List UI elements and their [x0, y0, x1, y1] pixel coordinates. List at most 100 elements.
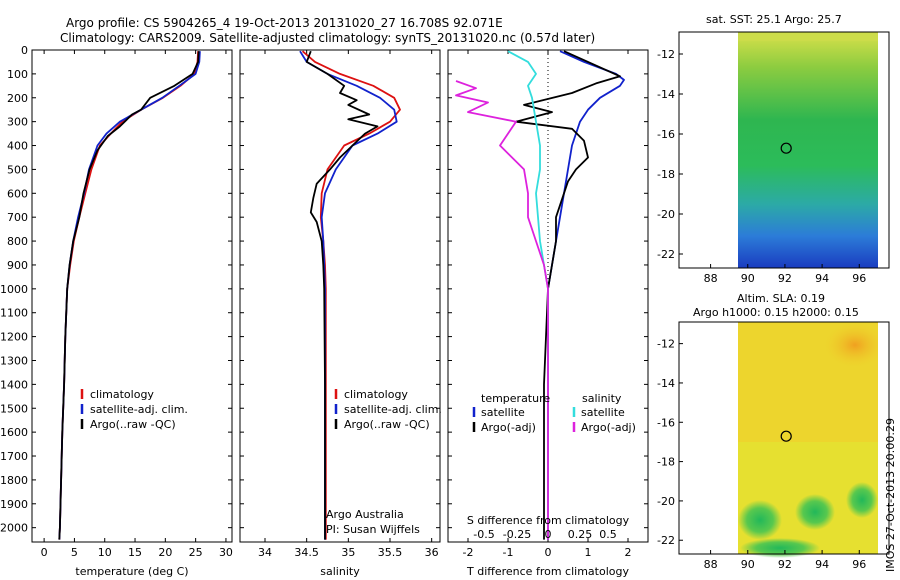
sla-map-title: Altim. SLA: 0.19	[737, 292, 825, 305]
y-tick-label: 1300	[0, 354, 28, 367]
sla-low-patch	[795, 494, 835, 530]
x-tick-label: 10	[98, 546, 112, 559]
x-tick-label: 25	[189, 546, 203, 559]
y-tick-label: 400	[7, 140, 28, 153]
map-y-tick-label: -12	[657, 48, 675, 61]
series-line	[455, 80, 549, 540]
sst-map-panel: sat. SST: 25.1 Argo: 25.7 88 90 92 94 96 -12 -…	[657, 13, 890, 285]
legend-label: satellite-adj. clim.	[344, 403, 442, 416]
y-tick-label: 0	[21, 44, 28, 57]
map-x-tick-label: 92	[778, 272, 792, 285]
x-tick-label: 2	[625, 546, 632, 559]
legend-label: Argo(-adj)	[481, 421, 536, 434]
y-tick-label: 600	[7, 187, 28, 200]
sla-low-patch	[846, 482, 878, 518]
annotation-text: Argo Australia	[326, 508, 404, 521]
plot-area	[240, 50, 440, 542]
series-line	[58, 51, 200, 540]
sst-map-frame	[678, 31, 890, 269]
salinity-panel: 34 34.5 35 35.5 36 salinity climatology satelli…	[239, 49, 442, 578]
x-axis-label: salinity	[320, 565, 360, 578]
map-y-tick-label: -14	[657, 88, 675, 101]
x-tick-label-top: 0	[545, 528, 552, 541]
map-y-tick-label: -12	[657, 338, 675, 351]
legend-label: satellite	[481, 406, 525, 419]
y-tick-label: 1900	[0, 498, 28, 511]
x-tick-label-top: -0.25	[503, 528, 531, 541]
map-y-tick-label: -22	[657, 248, 675, 261]
y-tick-label: 1400	[0, 378, 28, 391]
y-tick-label: 200	[7, 92, 28, 105]
plot-area	[32, 50, 232, 542]
x-tick-label-top: 0.5	[599, 528, 617, 541]
map-x-tick-label: 92	[778, 558, 792, 571]
legend-label: Argo(..raw -QC)	[90, 418, 176, 431]
sla-map-frame	[678, 321, 890, 555]
sst-map-ticks: 88 90 92 94 96 -12 -14 -16 -18 -20 -22	[657, 48, 866, 285]
x-tick-label: -2	[463, 546, 474, 559]
y-tick-label: 100	[7, 68, 28, 81]
legend-title-salinity: salinity	[582, 392, 622, 405]
temperature-panel: 0 5 10 15 20 25 300100200300400500600700800900…	[0, 44, 233, 578]
x-tick-label: 0	[545, 546, 552, 559]
y-tick-label: 1500	[0, 402, 28, 415]
map-x-tick-label: 96	[852, 558, 866, 571]
y-tick-label: 1700	[0, 450, 28, 463]
y-tick-label: 500	[7, 163, 28, 176]
x-tick-label: 20	[158, 546, 172, 559]
legend-title-temperature: temperature	[481, 392, 550, 405]
y-tick-label: 1000	[0, 283, 28, 296]
plot-frame	[447, 49, 649, 543]
x-axis-label: temperature (deg C)	[75, 565, 188, 578]
x-tick-label-top: -0.5	[473, 528, 494, 541]
map-y-tick-label: -16	[657, 128, 675, 141]
legend-label: Argo(-adj)	[581, 421, 636, 434]
y-tick-label: 1200	[0, 331, 28, 344]
map-x-tick-label: 90	[741, 272, 755, 285]
figure-title-line1: Argo profile: CS 5904265_4 19-Oct-2013 2…	[66, 16, 503, 30]
x-tick-label: 35.5	[378, 546, 403, 559]
sla-low-patch	[738, 500, 782, 540]
x-tick-label: 34.5	[294, 546, 319, 559]
map-y-tick-label: -18	[657, 456, 675, 469]
map-x-tick-label: 96	[852, 272, 866, 285]
legend-label: satellite-adj. clim.	[90, 403, 188, 416]
difference-panel: -2 -1 0 1 2 T difference from climatology temp…	[447, 49, 649, 578]
x-tick-label: 35	[341, 546, 355, 559]
y-tick-label: 1100	[0, 307, 28, 320]
map-x-tick-label: 88	[704, 558, 718, 571]
map-x-tick-label: 94	[815, 558, 829, 571]
map-y-tick-label: -20	[657, 208, 675, 221]
x-tick-label: 5	[71, 546, 78, 559]
map-y-tick-label: -18	[657, 168, 675, 181]
series-line	[305, 50, 379, 540]
x-tick-label: 0	[41, 546, 48, 559]
map-x-tick-label: 94	[815, 272, 829, 285]
legend-label: climatology	[90, 388, 154, 401]
x-tick-label: 36	[425, 546, 439, 559]
y-tick-label: 1800	[0, 474, 28, 487]
sla-map-subtitle: Argo h1000: 0.15 h2000: 0.15	[693, 306, 859, 319]
plot-frame	[31, 49, 233, 543]
figure-title-line2: Climatology: CARS2009. Satellite-adjuste…	[60, 31, 595, 45]
legend-label: climatology	[344, 388, 408, 401]
y-tick-label: 900	[7, 259, 28, 272]
sst-map-title: sat. SST: 25.1 Argo: 25.7	[706, 13, 842, 26]
plot-frame	[239, 49, 441, 543]
argo-location-marker	[780, 142, 792, 154]
argo-location-marker	[780, 430, 792, 442]
x-axis-label: T difference from climatology	[466, 565, 629, 578]
sst-field	[738, 40, 878, 268]
map-y-tick-label: -20	[657, 495, 675, 508]
y-tick-label: 1600	[0, 426, 28, 439]
x-tick-label-top: 0.25	[568, 528, 593, 541]
series-line	[515, 50, 621, 540]
legend-label: Argo(..raw -QC)	[344, 418, 430, 431]
x-tick-label: 15	[128, 546, 142, 559]
x-tick-label: 34	[258, 546, 272, 559]
x-axis-label-top: S difference from climatology	[467, 514, 630, 527]
map-y-tick-label: -14	[657, 377, 675, 390]
y-tick-label: 800	[7, 235, 28, 248]
x-tick-label: -1	[503, 546, 514, 559]
